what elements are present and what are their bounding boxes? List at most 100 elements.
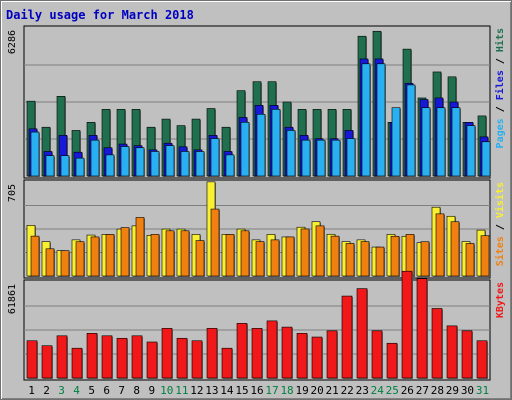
bar-pages-day-4 — [75, 157, 85, 177]
bar-kbytes-day-20 — [311, 336, 323, 379]
x-tick-label: 11 — [175, 384, 188, 397]
legend-hits: Hits — [494, 28, 506, 52]
bar-kbytes-day-28 — [431, 308, 443, 379]
x-tick-label: 22 — [341, 384, 354, 397]
x-tick-label: 30 — [461, 384, 474, 397]
panel-top-legend: Pages / Files / Hits — [494, 28, 506, 148]
panel-bottom-max-label: 61861 — [7, 284, 18, 314]
bar-sites-day-16 — [255, 241, 265, 277]
bar-kbytes-day-31 — [476, 340, 488, 379]
x-tick-label: 15 — [235, 384, 248, 397]
bar-pages-day-21 — [331, 139, 341, 177]
bar-kbytes-day-21 — [326, 330, 338, 379]
bar-sites-day-20 — [315, 225, 325, 277]
bar-sites-day-11 — [180, 230, 190, 277]
bar-sites-day-6 — [105, 234, 115, 277]
x-tick-label: 3 — [58, 384, 65, 397]
bar-kbytes-day-24 — [371, 330, 383, 379]
bar-pages-day-1 — [30, 131, 40, 177]
x-tick-label: 8 — [133, 384, 140, 397]
x-tick-label: 24 — [371, 384, 385, 397]
bar-pages-day-26 — [406, 84, 416, 177]
bar-sites-day-3 — [60, 250, 70, 277]
bar-kbytes-day-13 — [206, 328, 218, 379]
bar-kbytes-day-4 — [71, 347, 83, 379]
bar-pages-day-17 — [271, 109, 281, 177]
bar-pages-day-24 — [376, 63, 386, 177]
bar-sites-day-10 — [165, 230, 175, 277]
x-tick-label: 17 — [265, 384, 278, 397]
bar-kbytes-day-30 — [461, 330, 473, 379]
bar-pages-day-16 — [256, 113, 266, 177]
x-tick-label: 19 — [295, 384, 308, 397]
x-tick-label: 9 — [148, 384, 155, 397]
bar-kbytes-day-12 — [191, 340, 203, 379]
bar-pages-day-19 — [301, 139, 311, 177]
bar-sites-day-18 — [285, 236, 295, 277]
x-tick-label: 31 — [476, 384, 489, 397]
legend-sites: Sites — [494, 236, 506, 266]
bar-pages-day-28 — [436, 107, 446, 177]
bar-sites-day-17 — [270, 239, 280, 277]
x-tick-label: 28 — [431, 384, 444, 397]
bar-sites-day-15 — [240, 230, 250, 277]
chart-title: Daily usage for March 2018 — [6, 8, 194, 22]
bar-pages-day-30 — [466, 125, 476, 177]
x-tick-label: 6 — [103, 384, 110, 397]
bar-kbytes-day-29 — [446, 325, 458, 379]
bar-kbytes-day-9 — [146, 341, 158, 379]
bar-pages-day-10 — [165, 145, 175, 177]
panel-middle-legend: Sites / Visits — [494, 182, 506, 266]
x-tick-label: 21 — [326, 384, 339, 397]
bar-kbytes-day-7 — [116, 337, 128, 379]
panel-top: 6286 Pages / Files / Hits — [7, 25, 506, 179]
panel-bottom: 61861 KBytes — [7, 270, 506, 381]
bar-sites-day-25 — [390, 235, 400, 277]
x-tick-label: 14 — [220, 384, 234, 397]
legend-separator: / — [495, 218, 506, 236]
bar-pages-day-29 — [451, 107, 461, 177]
bar-kbytes-day-18 — [281, 326, 293, 379]
bar-pages-day-13 — [210, 138, 220, 177]
legend-separator: / — [495, 52, 506, 70]
x-tick-label: 4 — [73, 384, 80, 397]
x-tick-label: 2 — [43, 384, 50, 397]
bar-sites-day-19 — [300, 228, 310, 277]
bar-sites-day-9 — [150, 234, 160, 277]
bar-sites-day-13 — [210, 208, 220, 277]
bar-kbytes-day-14 — [221, 347, 233, 379]
bar-kbytes-day-1 — [26, 340, 38, 379]
x-tick-label: 26 — [401, 384, 414, 397]
legend-kbytes: KBytes — [495, 282, 506, 318]
x-tick-label: 7 — [118, 384, 125, 397]
x-tick-label: 10 — [160, 384, 173, 397]
bar-sites-day-5 — [90, 236, 100, 277]
bar-pages-day-12 — [195, 151, 205, 177]
bar-pages-day-31 — [481, 141, 491, 177]
bar-kbytes-day-10 — [161, 328, 173, 379]
legend-pages: Pages — [495, 118, 506, 148]
x-tick-label: 25 — [386, 384, 399, 397]
x-tick-label: 27 — [416, 384, 429, 397]
panel-top-max-label: 6286 — [7, 30, 18, 54]
bar-sites-day-23 — [360, 241, 370, 277]
x-tick-label: 5 — [88, 384, 95, 397]
bar-kbytes-day-3 — [56, 335, 68, 379]
bar-sites-day-28 — [435, 213, 445, 277]
bar-pages-day-7 — [120, 146, 130, 177]
bar-kbytes-day-2 — [41, 345, 53, 379]
bar-sites-day-12 — [195, 240, 205, 277]
bar-sites-day-24 — [375, 246, 385, 277]
bar-pages-day-5 — [90, 139, 100, 177]
legend-visits: Visits — [494, 182, 506, 218]
bar-pages-day-25 — [391, 107, 401, 177]
x-tick-label: 18 — [280, 384, 293, 397]
bar-sites-day-31 — [480, 235, 490, 277]
bar-kbytes-day-27 — [416, 278, 428, 379]
bar-sites-day-22 — [345, 243, 355, 277]
bar-sites-day-29 — [450, 221, 460, 277]
bar-sites-day-30 — [465, 243, 475, 277]
bar-sites-day-21 — [330, 235, 340, 277]
bar-kbytes-day-17 — [266, 320, 278, 379]
